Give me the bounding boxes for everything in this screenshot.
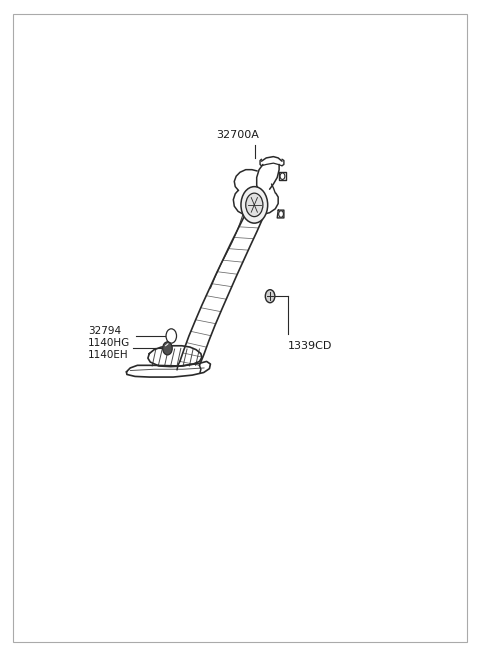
- Text: 1140EH: 1140EH: [88, 350, 129, 360]
- Text: 32794: 32794: [88, 326, 121, 337]
- Circle shape: [163, 342, 172, 355]
- Circle shape: [280, 173, 285, 179]
- Circle shape: [279, 211, 283, 217]
- Text: 1339CD: 1339CD: [288, 341, 332, 351]
- Text: 1140HG: 1140HG: [88, 338, 131, 348]
- Circle shape: [265, 290, 275, 303]
- Circle shape: [166, 329, 177, 343]
- Text: 32700A: 32700A: [216, 130, 259, 140]
- Circle shape: [241, 187, 268, 223]
- Circle shape: [246, 193, 263, 217]
